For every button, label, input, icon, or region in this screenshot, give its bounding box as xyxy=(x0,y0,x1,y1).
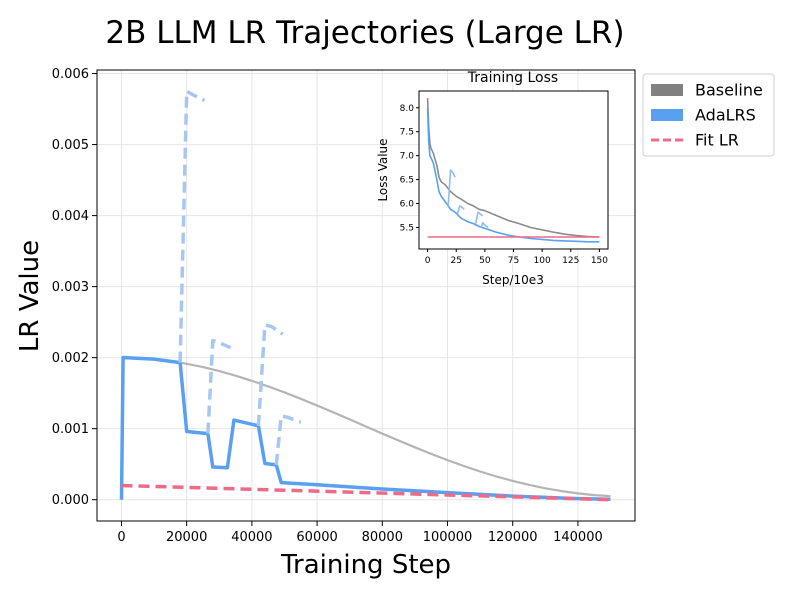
inset-y-axis-label: Loss Value xyxy=(376,138,390,201)
inset-y-tick-label: 5.5 xyxy=(400,223,414,233)
y-tick-label: 0.003 xyxy=(52,280,89,295)
legend-swatch-baseline xyxy=(651,84,683,96)
y-tick-label: 0.006 xyxy=(52,67,89,82)
legend-label: Baseline xyxy=(695,81,763,100)
inset-plot: 0 25 50 75 100 125 150 5.5 6.0 6.5 7.0 7.5 8.0 Trai… xyxy=(376,70,609,287)
inset-x-tick-label: 0 xyxy=(425,256,431,266)
series-adalrs-line xyxy=(119,355,611,502)
legend-swatch-adalrs xyxy=(651,109,683,121)
inset-series-adalrs-probes-line xyxy=(474,211,484,224)
series-adalrs-probes-line xyxy=(178,89,206,363)
x-tick-label: 100000 xyxy=(423,530,473,545)
main-y-axis: 0.000 0.001 0.002 0.003 0.004 0.005 0.006 xyxy=(52,67,97,508)
legend-label: AdaLRS xyxy=(695,106,756,125)
inset-x-tick-label: 150 xyxy=(591,256,608,266)
series-adalrs-probes-line xyxy=(274,414,302,466)
y-axis-label: LR Value xyxy=(15,240,45,352)
inset-y-tick-label: 6.5 xyxy=(400,176,414,186)
x-tick-label: 80000 xyxy=(362,530,403,545)
chart-title: 2B LLM LR Trajectories (Large LR) xyxy=(105,15,624,51)
inset-background xyxy=(419,91,608,249)
legend: Baseline AdaLRS Fit LR xyxy=(642,73,775,157)
x-tick-label: 20000 xyxy=(166,530,207,545)
inset-x-tick-label: 75 xyxy=(508,256,519,266)
main-plot-frame xyxy=(96,69,636,522)
inset-y-tick-label: 8.0 xyxy=(400,104,415,114)
main-x-axis: 0 20000 40000 60000 80000 100000 120000 140000 xyxy=(117,521,603,545)
y-tick-label: 0.000 xyxy=(52,493,89,508)
y-tick-label: 0.004 xyxy=(52,209,89,224)
inset-series-adalrs-probes-line xyxy=(480,221,489,229)
inset-y-tick-label: 7.0 xyxy=(400,152,415,162)
inset-y-tick-label: 7.5 xyxy=(400,128,414,138)
y-tick-label: 0.002 xyxy=(52,351,89,366)
legend-item-fit-lr: Fit LR xyxy=(651,131,739,150)
x-tick-label: 60000 xyxy=(296,530,337,545)
legend-item-baseline: Baseline xyxy=(651,81,763,100)
legend-label: Fit LR xyxy=(695,131,739,150)
inset-series-layer xyxy=(426,98,600,243)
legend-items: Baseline AdaLRS Fit LR xyxy=(651,81,763,150)
legend-item-adalrs: AdaLRS xyxy=(651,106,756,125)
x-tick-label: 140000 xyxy=(553,530,603,545)
x-tick-label: 0 xyxy=(117,530,125,545)
inset-title: Training Loss xyxy=(467,70,558,86)
inset-y-tick-label: 6.0 xyxy=(400,200,415,210)
series-fit-lr-line xyxy=(121,483,611,502)
x-axis-label: Training Step xyxy=(280,550,451,580)
inset-series-adalrs-probes-line xyxy=(456,205,465,215)
x-tick-label: 120000 xyxy=(488,530,538,545)
inset-x-tick-label: 25 xyxy=(451,256,462,266)
inset-x-tick-label: 125 xyxy=(562,256,579,266)
inset-series-baseline-line xyxy=(426,98,600,238)
series-adalrs-probes-line xyxy=(206,338,232,434)
inset-x-tick-label: 100 xyxy=(534,256,551,266)
inset-x-axis-label: Step/10e3 xyxy=(482,273,544,287)
series-adalrs-probes-line xyxy=(256,323,284,426)
inset-x-tick-label: 50 xyxy=(479,256,491,266)
inset-x-axis: 0 25 50 75 100 125 150 xyxy=(425,249,608,266)
inset-series-adalrs-line xyxy=(426,107,600,243)
inset-series-adalrs-probes-line xyxy=(447,169,456,206)
y-tick-label: 0.001 xyxy=(52,422,89,437)
y-tick-label: 0.005 xyxy=(52,138,89,153)
main-series-layer xyxy=(119,89,611,502)
inset-y-axis: 5.5 6.0 6.5 7.0 7.5 8.0 xyxy=(400,104,419,233)
x-tick-label: 40000 xyxy=(231,530,272,545)
